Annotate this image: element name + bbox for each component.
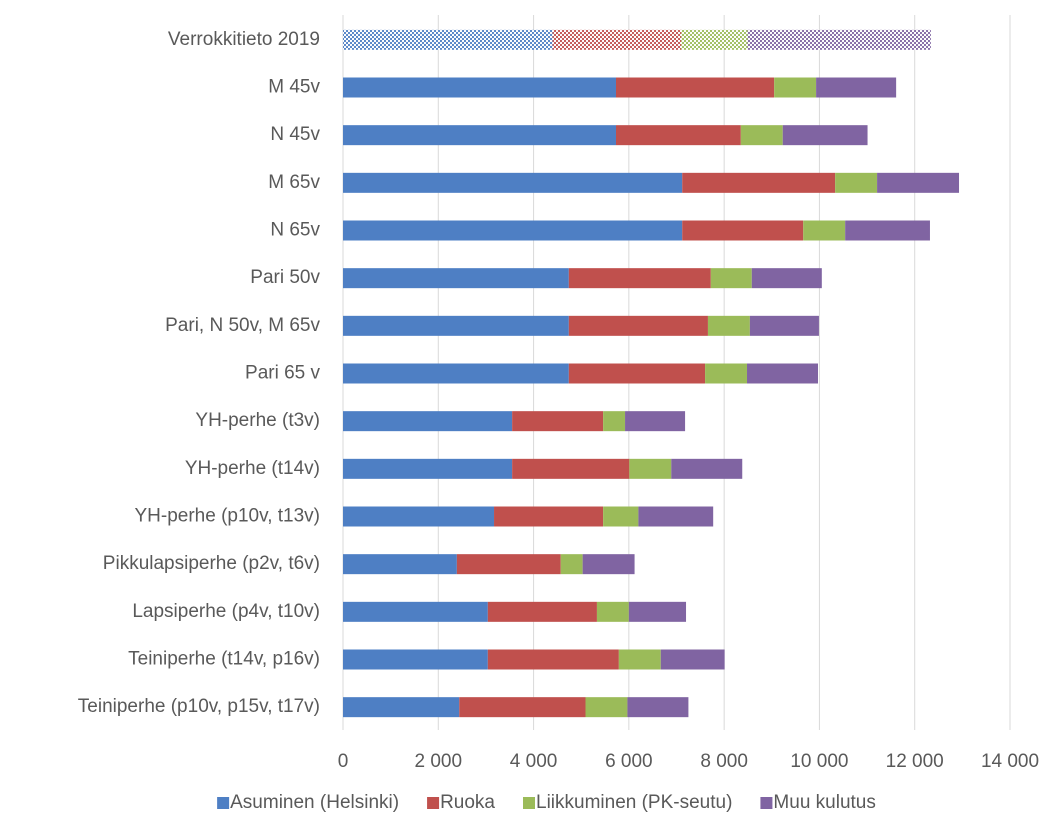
bar-segment bbox=[803, 220, 846, 241]
y-tick-label: M 65v bbox=[268, 172, 320, 193]
bar-segment bbox=[638, 506, 714, 527]
bar-segment bbox=[512, 458, 630, 479]
legend-label: Liikkuminen (PK-seutu) bbox=[536, 792, 732, 813]
bar-segment bbox=[618, 649, 661, 670]
x-tick-label: 10 000 bbox=[790, 751, 848, 772]
bar-segment bbox=[747, 363, 818, 384]
bar-segment bbox=[512, 411, 604, 432]
legend-swatch bbox=[760, 797, 773, 809]
bar-segment bbox=[487, 601, 597, 622]
y-tick-label: M 45v bbox=[268, 77, 320, 98]
bar-segment bbox=[343, 77, 616, 98]
legend-swatch bbox=[427, 797, 440, 809]
bar-segment bbox=[705, 363, 748, 384]
bar-segment bbox=[816, 77, 897, 98]
bar-segment bbox=[343, 29, 553, 50]
bar-segment bbox=[343, 411, 513, 432]
y-tick-label: Pari 50v bbox=[250, 267, 320, 288]
x-tick-label: 4 000 bbox=[510, 751, 558, 772]
bar-segment bbox=[343, 458, 513, 479]
bar-segment bbox=[660, 649, 725, 670]
bar-segment bbox=[603, 411, 626, 432]
bar-segment bbox=[343, 315, 569, 336]
legend-swatch bbox=[523, 797, 535, 809]
bar-segment bbox=[845, 220, 930, 241]
y-tick-label: Verrokkitieto 2019 bbox=[168, 29, 320, 50]
bar-segment bbox=[782, 125, 868, 146]
bar-segment bbox=[682, 220, 804, 241]
y-tick-label: Pari 65 v bbox=[245, 363, 320, 384]
bar-segment bbox=[627, 697, 689, 718]
bar-segment bbox=[456, 554, 561, 575]
bar-segment bbox=[835, 172, 878, 193]
bar-segment bbox=[710, 268, 752, 289]
bar-segment bbox=[343, 697, 460, 718]
bar-segment bbox=[343, 554, 457, 575]
bar-segment bbox=[877, 172, 960, 193]
legend-label: Asuminen (Helsinki) bbox=[230, 792, 399, 813]
y-tick-label: YH-perhe (t14v) bbox=[185, 458, 320, 479]
y-tick-label: Lapsiperhe (p4v, t10v) bbox=[132, 601, 320, 622]
bar-segment bbox=[343, 506, 495, 527]
bar-segment bbox=[749, 315, 819, 336]
bar-segment bbox=[707, 315, 750, 336]
y-tick-label: Pikkulapsiperhe (p2v, t6v) bbox=[103, 553, 320, 574]
y-tick-label: Pari, N 50v, M 65v bbox=[165, 315, 320, 336]
legend-label: Muu kulutus bbox=[773, 792, 875, 813]
bar-segment bbox=[615, 77, 775, 98]
legend-swatch bbox=[217, 797, 230, 809]
bar-segment bbox=[615, 125, 741, 146]
x-tick-label: 12 000 bbox=[886, 751, 944, 772]
y-tick-label: YH-perhe (t3v) bbox=[195, 410, 320, 431]
bar-segment bbox=[682, 172, 836, 193]
bar-segment bbox=[552, 29, 682, 50]
bar-segment bbox=[343, 172, 683, 193]
bar-segment bbox=[747, 29, 931, 50]
bar-segment bbox=[751, 268, 822, 289]
bar-segment bbox=[740, 125, 783, 146]
bar-segment bbox=[774, 77, 817, 98]
bar-segment bbox=[459, 697, 586, 718]
bar-segment bbox=[582, 554, 635, 575]
bar-segment bbox=[494, 506, 604, 527]
x-tick-label: 6 000 bbox=[605, 751, 653, 772]
bar-segment bbox=[343, 268, 569, 289]
bar-segment bbox=[568, 268, 711, 289]
bar-segment bbox=[628, 601, 687, 622]
x-tick-label: 0 bbox=[338, 751, 349, 772]
bar-segment bbox=[629, 458, 672, 479]
y-tick-label: N 65v bbox=[270, 220, 320, 241]
bar-segment bbox=[487, 649, 619, 670]
bar-segment bbox=[560, 554, 583, 575]
x-tick-label: 14 000 bbox=[981, 751, 1039, 772]
y-tick-label: Teiniperhe (t14v, p16v) bbox=[128, 649, 320, 670]
bar-segment bbox=[603, 506, 639, 527]
bar-segment bbox=[568, 315, 708, 336]
legend: Asuminen (Helsinki) Ruoka Liikkuminen (PK-… bbox=[217, 792, 876, 813]
x-tick-label: 2 000 bbox=[415, 751, 463, 772]
bar-segment bbox=[343, 649, 488, 670]
bar-segment bbox=[568, 363, 706, 384]
bar-segment bbox=[343, 601, 488, 622]
bar-segment bbox=[343, 125, 616, 146]
bar-segment bbox=[681, 29, 748, 50]
bar-segment bbox=[671, 458, 743, 479]
x-tick-label: 8 000 bbox=[700, 751, 748, 772]
bar-segment bbox=[625, 411, 686, 432]
y-tick-label: YH-perhe (p10v, t13v) bbox=[134, 506, 320, 527]
bar-segment bbox=[343, 220, 683, 241]
y-tick-label: N 45v bbox=[270, 124, 320, 145]
bar-segment bbox=[596, 601, 629, 622]
y-tick-label: Teiniperhe (p10v, p15v, t17v) bbox=[78, 696, 320, 717]
bar-segment bbox=[585, 697, 628, 718]
bar-segment bbox=[343, 363, 569, 384]
legend-label: Ruoka bbox=[440, 792, 495, 813]
